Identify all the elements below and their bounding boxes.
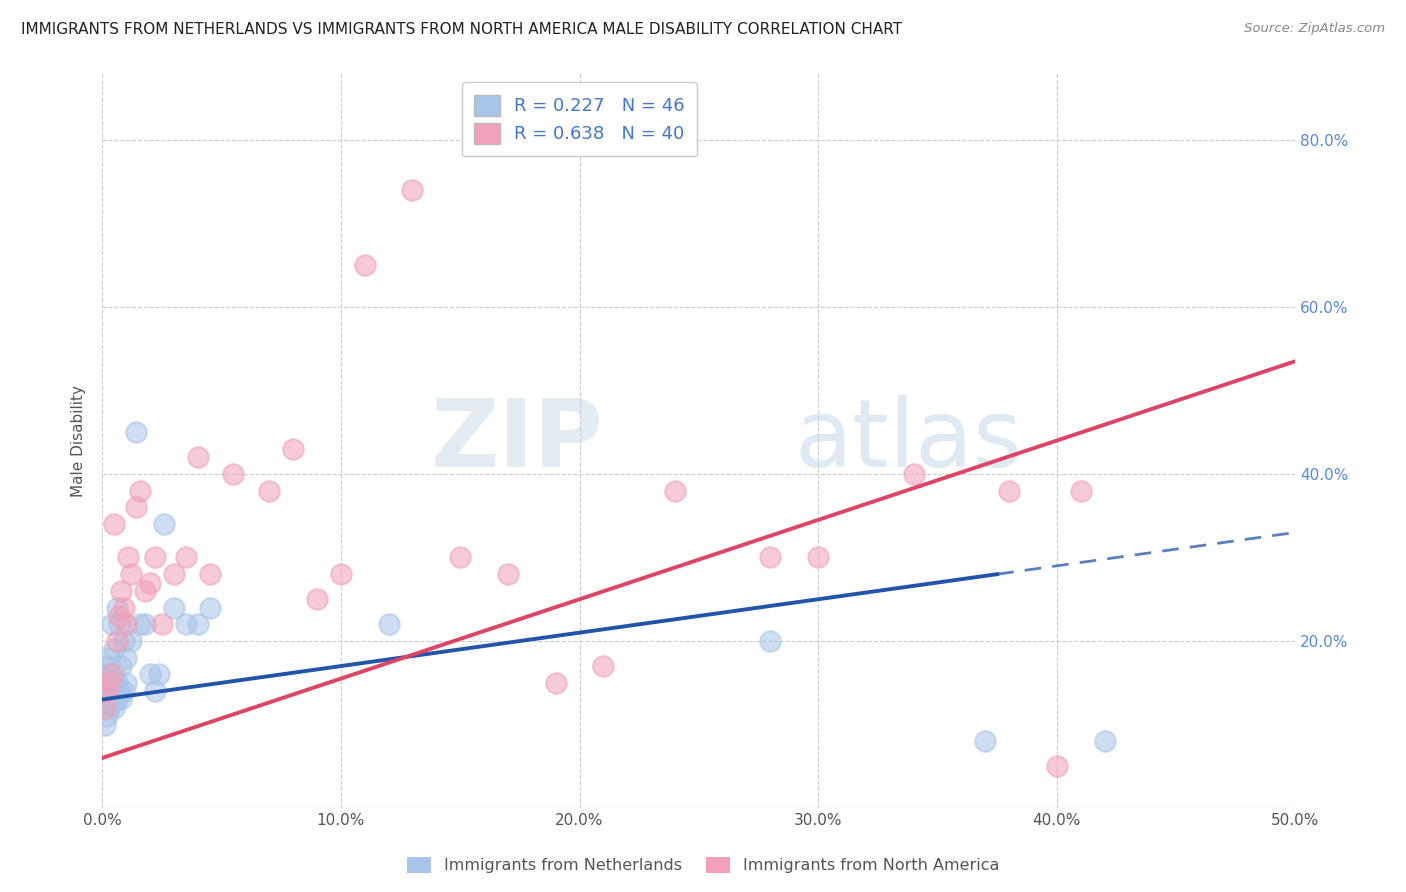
Point [305,592,328,607]
Point [108,617,131,632]
Point [112,684,135,698]
Point [96,675,118,690]
Point [112,634,135,648]
Point [93,667,115,681]
Point [163,600,186,615]
Point [103,667,125,681]
Point [98,684,121,698]
Point [93,684,115,698]
Text: ZIP: ZIP [430,394,603,486]
Point [103,517,125,532]
Point [903,467,925,481]
Point [98,701,121,715]
Text: Source: ZipAtlas.com: Source: ZipAtlas.com [1244,22,1385,36]
Point [377,617,399,632]
Point [93,701,115,715]
Point [120,567,142,582]
Point [112,600,135,615]
Point [96,692,118,706]
Point [124,425,146,440]
Point [998,483,1021,498]
Point [198,567,221,582]
Point [134,583,156,598]
Point [100,675,122,690]
Point [108,684,131,698]
Point [143,550,166,565]
Point [974,734,997,748]
Point [592,659,614,673]
Point [96,659,118,673]
Point [163,567,186,582]
Point [105,692,128,706]
Point [496,567,519,582]
Point [139,575,162,590]
Point [93,701,115,715]
Point [134,617,156,632]
Point [115,617,138,632]
Point [222,467,245,481]
Point [401,183,423,197]
Point [807,550,830,565]
Point [115,650,138,665]
Y-axis label: Male Disability: Male Disability [72,384,86,497]
Point [105,600,128,615]
Point [174,617,197,632]
Point [129,483,152,498]
Point [150,617,173,632]
Point [124,500,146,515]
Point [449,550,471,565]
Point [281,442,304,456]
Point [759,550,782,565]
Point [110,692,132,706]
Point [110,583,132,598]
Point [187,450,209,465]
Point [98,667,121,681]
Point [664,483,686,498]
Point [100,617,122,632]
Point [115,675,138,690]
Point [103,684,125,698]
Point [329,567,352,582]
Point [103,642,125,657]
Point [98,650,121,665]
Point [1094,734,1116,748]
Point [96,684,118,698]
Point [129,617,152,632]
Point [143,684,166,698]
Point [105,634,128,648]
Point [259,483,281,498]
Point [148,667,170,681]
Point [153,517,176,532]
Point [1070,483,1092,498]
Legend: Immigrants from Netherlands, Immigrants from North America: Immigrants from Netherlands, Immigrants … [401,850,1005,880]
Point [108,609,131,624]
Point [544,675,567,690]
Point [117,550,139,565]
Point [110,659,132,673]
Point [1046,759,1069,773]
Point [759,634,782,648]
Point [103,701,125,715]
Point [98,675,121,690]
Point [187,617,209,632]
Legend: R = 0.227   N = 46, R = 0.638   N = 40: R = 0.227 N = 46, R = 0.638 N = 40 [461,82,697,156]
Point [96,709,118,723]
Point [174,550,197,565]
Point [120,634,142,648]
Text: IMMIGRANTS FROM NETHERLANDS VS IMMIGRANTS FROM NORTH AMERICA MALE DISABILITY COR: IMMIGRANTS FROM NETHERLANDS VS IMMIGRANT… [21,22,903,37]
Point [100,692,122,706]
Point [139,667,162,681]
Point [105,675,128,690]
Point [353,258,375,272]
Point [93,717,115,731]
Point [100,667,122,681]
Text: atlas: atlas [794,394,1022,486]
Point [198,600,221,615]
